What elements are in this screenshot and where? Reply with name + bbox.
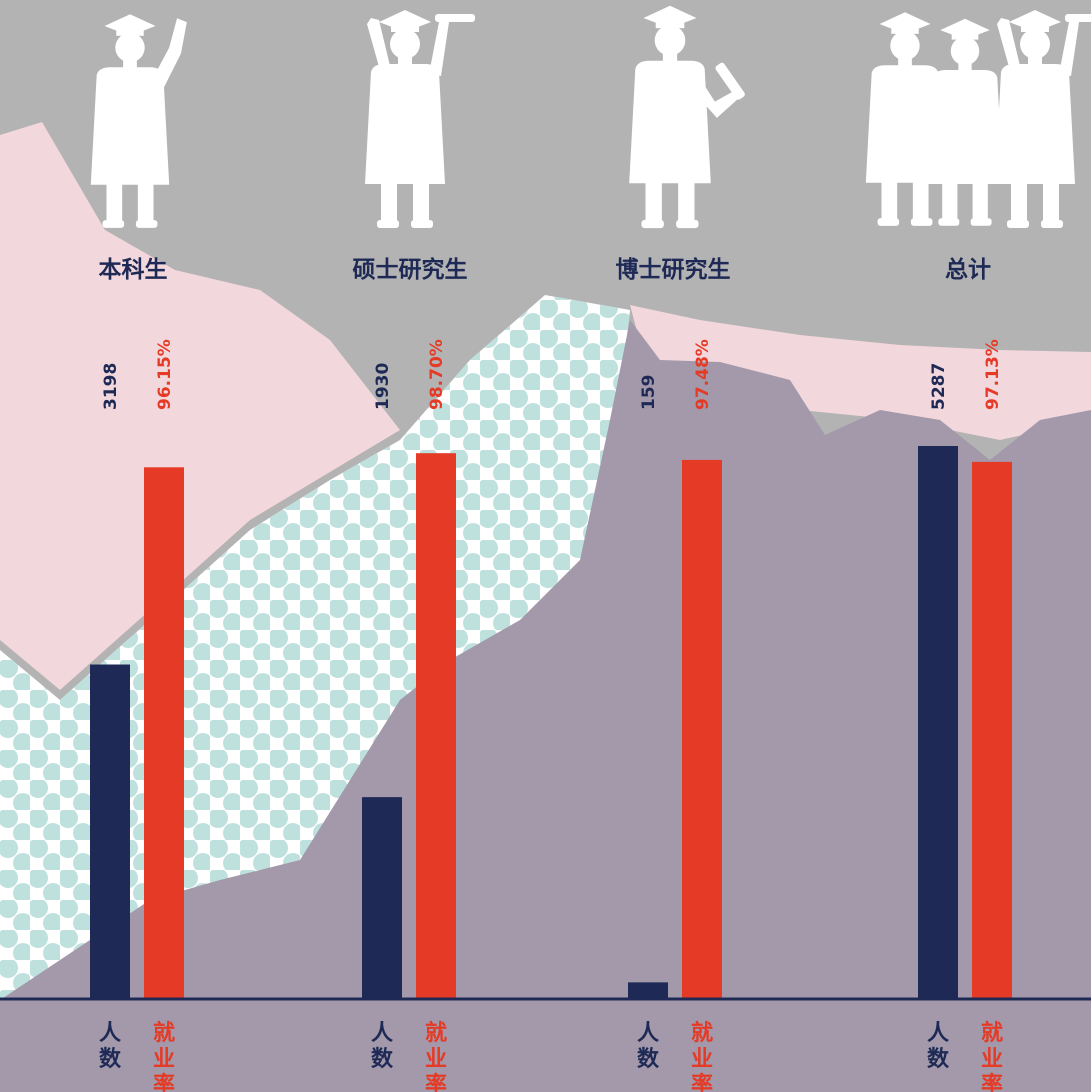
- category-label: 本科生: [99, 257, 168, 283]
- value-labels: 3198 96.15% 1930 98.70% 159 97.48% 5287 97.13%: [101, 339, 1003, 410]
- category-label: 硕士研究生: [353, 256, 468, 283]
- graduate-group-member-icon: [927, 18, 1003, 226]
- count-axis-label: 人: [371, 1021, 393, 1046]
- count-axis-label: 数: [99, 1046, 122, 1072]
- rate-axis-label: 就: [691, 1020, 713, 1046]
- rate-axis-label: 业: [425, 1047, 447, 1072]
- graduate-cap-raised-icon: [365, 10, 475, 228]
- count-axis-label: 人: [99, 1021, 121, 1046]
- rate-axis-label: 就: [981, 1020, 1003, 1046]
- count-value-label: 159: [639, 375, 659, 411]
- rate-axis-label: 就: [425, 1020, 447, 1046]
- rate-bar: [682, 459, 722, 999]
- graduate-group-member-icon: [865, 12, 945, 226]
- count-value-label: 5287: [929, 363, 949, 410]
- graduate-icons: [90, 5, 1091, 229]
- rate-bar: [144, 467, 184, 999]
- mauve-mountain-shape: [0, 320, 1091, 1092]
- count-value-label: 1930: [373, 363, 393, 410]
- count-axis-label: 人: [637, 1021, 659, 1046]
- graduate-diploma-icon: [629, 5, 745, 229]
- rate-axis-label: 率: [691, 1072, 713, 1092]
- count-bar: [918, 446, 958, 999]
- count-bar: [362, 797, 402, 999]
- rate-axis-label: 率: [425, 1072, 447, 1092]
- count-bar: [90, 664, 130, 999]
- count-axis-label: 数: [927, 1046, 950, 1072]
- category-labels: 本科生 硕士研究生 博士研究生 总计: [99, 256, 992, 283]
- count-value-label: 3198: [101, 363, 121, 410]
- graduate-group-member-icon: [995, 10, 1091, 228]
- rate-axis-label: 率: [153, 1072, 175, 1092]
- rate-axis-label: 业: [691, 1047, 713, 1072]
- rate-value-label: 97.48%: [693, 339, 713, 410]
- bars: [90, 446, 1012, 1000]
- count-axis-label: 人: [927, 1021, 949, 1046]
- category-label: 博士研究生: [616, 256, 731, 283]
- rate-bar: [416, 453, 456, 1000]
- rate-value-label: 98.70%: [427, 339, 447, 410]
- rate-value-label: 96.15%: [155, 339, 175, 410]
- count-axis-label: 数: [371, 1046, 394, 1072]
- graduates-group-icon: [865, 10, 1091, 228]
- rate-bar: [972, 461, 1012, 999]
- category-label: 总计: [945, 256, 991, 283]
- count-bar: [628, 982, 668, 999]
- rate-axis-label: 率: [981, 1072, 1003, 1092]
- rate-axis-label: 业: [153, 1047, 175, 1072]
- pink-left-shape: [0, 122, 400, 690]
- graduate-waving-icon: [90, 14, 187, 228]
- rate-axis-label: 业: [981, 1047, 1003, 1072]
- count-axis-label: 数: [637, 1046, 660, 1072]
- rate-value-label: 97.13%: [983, 339, 1003, 410]
- pink-right-shape: [630, 305, 1091, 440]
- rate-axis-label: 就: [153, 1020, 175, 1046]
